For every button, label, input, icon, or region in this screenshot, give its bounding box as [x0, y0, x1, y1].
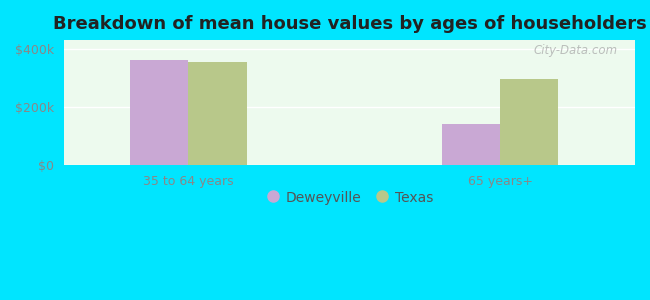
Bar — [500, 79, 558, 165]
Legend: Deweyville, Texas: Deweyville, Texas — [261, 185, 439, 210]
Title: Breakdown of mean house values by ages of householders: Breakdown of mean house values by ages o… — [53, 15, 646, 33]
Bar — [130, 60, 188, 165]
Bar — [188, 62, 246, 165]
Text: City-Data.com: City-Data.com — [534, 44, 618, 57]
Bar — [442, 124, 500, 165]
